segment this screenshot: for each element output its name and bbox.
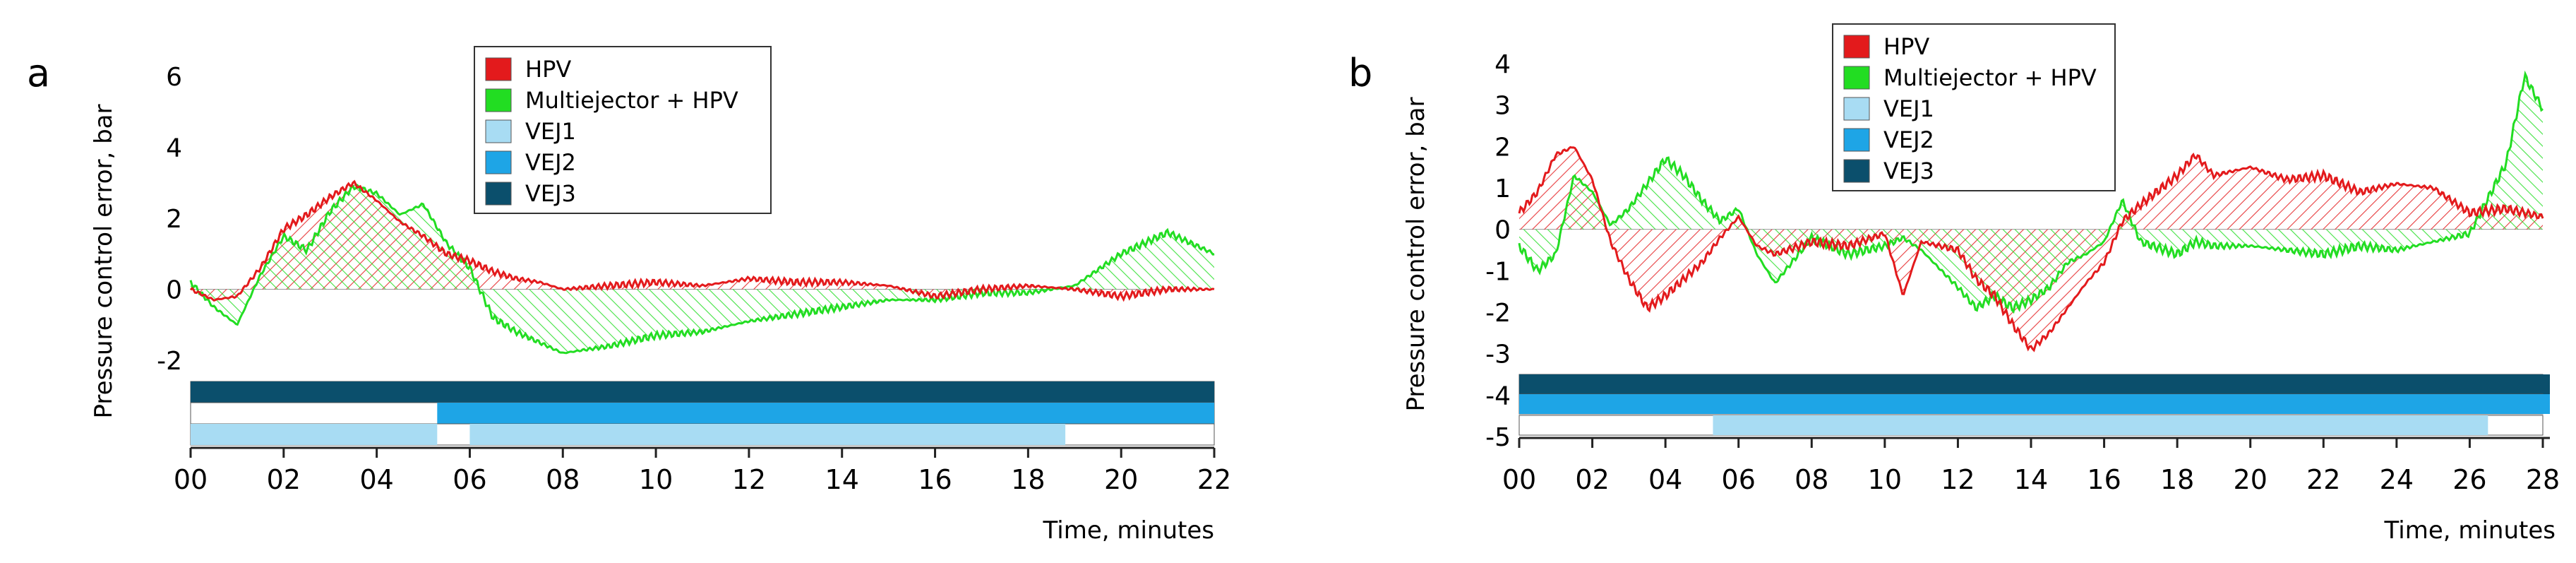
legend-label: VEJ3 <box>1883 158 1934 184</box>
y-tick-label: 4 <box>1494 50 1511 79</box>
y-tick-label: -1 <box>1485 257 1511 286</box>
legend-swatch-vej1 <box>485 119 512 143</box>
multiejector-hatch-area <box>191 185 1214 353</box>
panel-label: b <box>1348 51 1372 95</box>
y-tick-label: -4 <box>1485 381 1511 410</box>
multiejector-series-line <box>1518 70 2544 314</box>
x-tick-label: 18 <box>2160 464 2194 495</box>
legend-label: VEJ3 <box>525 180 576 207</box>
band-segment-vej1 <box>191 424 438 445</box>
legend-label: VEJ1 <box>525 118 576 145</box>
legend-swatch-vej2 <box>1843 128 1870 152</box>
y-tick-label: 0 <box>1494 216 1511 245</box>
x-tick-label: 22 <box>2306 464 2340 495</box>
y-tick-label: 4 <box>166 134 182 163</box>
x-tick-label: 06 <box>453 464 486 495</box>
x-tick-label: 08 <box>546 464 580 495</box>
x-tick-label: 08 <box>1795 464 1828 495</box>
y-tick-label: -2 <box>1485 299 1511 328</box>
y-tick-label: 2 <box>166 205 182 234</box>
x-tick-label: 16 <box>2087 464 2121 495</box>
x-tick-label: 14 <box>2014 464 2048 495</box>
x-tick-label: 00 <box>1502 464 1536 495</box>
y-tick-label: -3 <box>1485 340 1511 369</box>
y-tick-label: 2 <box>1494 133 1511 162</box>
x-tick-label: 04 <box>1648 464 1682 495</box>
x-tick-label: 20 <box>1104 464 1138 495</box>
band-segment-vej3 <box>191 381 1214 403</box>
y-tick-label: 0 <box>166 276 182 305</box>
x-tick-label: 00 <box>174 464 208 495</box>
y-tick-label: -5 <box>1485 423 1511 452</box>
legend-swatch-vej3 <box>485 182 512 206</box>
legend-swatch-vej2 <box>485 150 512 174</box>
y-tick-label: 6 <box>166 63 182 92</box>
x-tick-label: 10 <box>1868 464 1902 495</box>
x-axis-label: Time, minutes <box>1043 516 1214 545</box>
x-tick-label: 02 <box>267 464 301 495</box>
legend-label: Multiejector + HPV <box>1883 64 2097 91</box>
legend-label: VEJ1 <box>1883 95 1934 122</box>
x-tick-label: 20 <box>2234 464 2268 495</box>
x-tick-label: 14 <box>825 464 859 495</box>
multiejector-series-line <box>189 183 1215 355</box>
x-tick-label: 02 <box>1575 464 1609 495</box>
hpv-series-line <box>1518 146 2544 352</box>
panel-label: a <box>27 51 50 95</box>
y-tick-label: 3 <box>1494 92 1511 121</box>
legend-label: HPV <box>1883 33 1929 60</box>
x-tick-label: 22 <box>1197 464 1231 495</box>
y-tick-label: -2 <box>157 347 182 376</box>
legend-label: VEJ2 <box>525 149 576 176</box>
band-segment-vej3 <box>1519 374 2550 394</box>
legend-box <box>474 46 772 214</box>
x-tick-label: 24 <box>2380 464 2414 495</box>
y-axis-label: Pressure control error, bar <box>90 104 118 418</box>
x-axis-label: Time, minutes <box>2384 516 2556 545</box>
x-tick-label: 16 <box>918 464 952 495</box>
chart-panel-b: b Pressure control error, bar -5 -4 -3 -2 -1 0 1… <box>1348 23 2560 545</box>
y-axis-label: Pressure control error, bar <box>1402 97 1430 411</box>
y-tick-label: 1 <box>1494 174 1511 203</box>
legend-swatch-multiejector-hpv <box>1843 66 1870 90</box>
x-tick-label: 10 <box>639 464 673 495</box>
x-tick-label: 12 <box>732 464 766 495</box>
legend-swatch-hpv <box>1843 35 1870 59</box>
legend-swatch-vej1 <box>1843 97 1870 121</box>
multiejector-hatch-area <box>1519 73 2543 312</box>
legend-label: Multiejector + HPV <box>525 87 738 114</box>
legend-swatch-vej3 <box>1843 159 1870 183</box>
band-segment-vej1 <box>1713 415 2488 435</box>
x-tick-label: 28 <box>2526 464 2560 495</box>
legend-swatch-multiejector-hpv <box>485 88 512 112</box>
band-segment-vej2 <box>437 403 1215 424</box>
legend-label: HPV <box>525 56 571 83</box>
legend-swatch-hpv <box>485 57 512 81</box>
x-tick-label: 18 <box>1011 464 1045 495</box>
hpv-series-line <box>189 179 1215 302</box>
x-tick-label: 12 <box>1941 464 1975 495</box>
band-segment-vej2 <box>1519 394 2550 414</box>
x-tick-label: 26 <box>2452 464 2486 495</box>
x-tick-label: 06 <box>1722 464 1756 495</box>
legend-label: VEJ2 <box>1883 126 1934 153</box>
band-segment-vej1 <box>469 424 1066 445</box>
legend-box <box>1832 23 2116 191</box>
x-tick-label: 04 <box>359 464 393 495</box>
